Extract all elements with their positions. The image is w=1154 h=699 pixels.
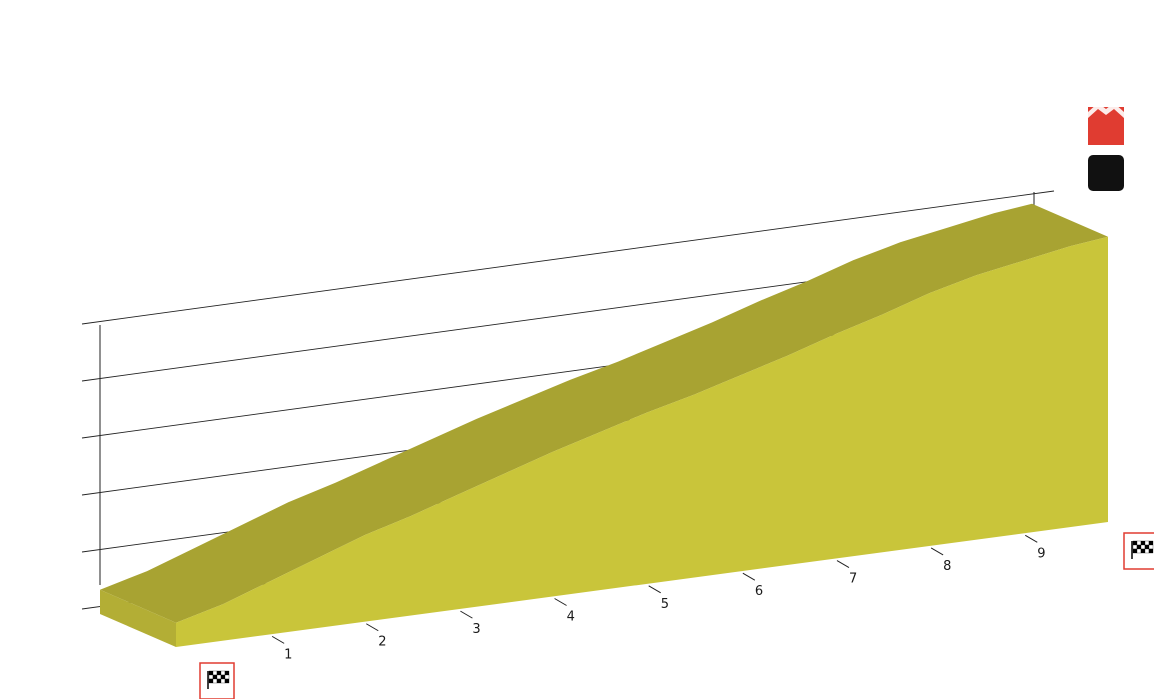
flag-check <box>208 678 214 684</box>
flag-check <box>224 678 230 684</box>
logo-background <box>1088 155 1124 191</box>
flag-check <box>212 674 218 680</box>
profile-top-surface <box>100 203 1108 623</box>
km-tick-label: 4 <box>567 609 575 624</box>
flag-check <box>216 678 222 684</box>
km-tick-label: 8 <box>943 559 951 574</box>
km-tick-label: 5 <box>661 597 669 612</box>
flag-check <box>220 678 226 684</box>
km-tick-label: 1 <box>284 647 292 662</box>
flag-check <box>1132 540 1138 546</box>
flag-check <box>220 674 226 680</box>
km-tick <box>836 560 850 569</box>
flag-check <box>208 674 214 680</box>
flag-check <box>220 670 226 676</box>
flag-check <box>212 678 218 684</box>
grid-line <box>81 190 1055 325</box>
flag-check <box>1136 548 1142 554</box>
km-tick-label: 7 <box>849 572 857 587</box>
km-tick <box>366 623 379 632</box>
profile-start-side <box>100 589 176 647</box>
flag-check <box>216 670 222 676</box>
flag-check <box>1144 548 1150 554</box>
km-tick-label: 3 <box>472 622 480 637</box>
mountain-icon <box>1088 103 1124 118</box>
flag-check <box>224 674 230 680</box>
flag-check <box>1148 540 1154 546</box>
profile-front-face <box>176 236 1108 647</box>
flag-check <box>1132 544 1138 550</box>
flag-check <box>208 670 214 676</box>
km-tick <box>271 635 285 644</box>
markers <box>199 103 1154 699</box>
km-tick <box>742 572 756 581</box>
elevation-profile <box>100 203 1108 647</box>
flag-check <box>1140 540 1146 546</box>
flag-check <box>1140 548 1146 554</box>
flag-check <box>1136 540 1142 546</box>
km-tick <box>1025 534 1038 543</box>
km-tick-label: 9 <box>1037 546 1045 561</box>
climb-category-badge <box>1088 103 1124 145</box>
km-tick-label: 2 <box>378 635 386 650</box>
flag-check <box>216 674 222 680</box>
distance-axis: 1 2 3 4 5 6 7 8 9 <box>271 534 1046 662</box>
flag-check <box>1140 544 1146 550</box>
flag-check <box>212 670 218 676</box>
flag-check <box>1132 548 1138 554</box>
km-tick-label: 6 <box>755 584 763 599</box>
start-flag-icon <box>199 662 235 699</box>
km-tick <box>554 598 567 606</box>
finish-flag-icon <box>1123 532 1154 570</box>
flag-check <box>224 670 230 676</box>
sponsor-logo <box>1088 155 1124 191</box>
flag-check <box>1144 540 1150 546</box>
flag-check <box>1144 544 1150 550</box>
flag-check <box>1136 544 1142 550</box>
km-tick <box>930 547 944 556</box>
km-tick <box>648 585 661 594</box>
km-tick <box>460 610 473 619</box>
flag-check <box>1148 544 1154 550</box>
flag-check <box>1148 548 1154 554</box>
